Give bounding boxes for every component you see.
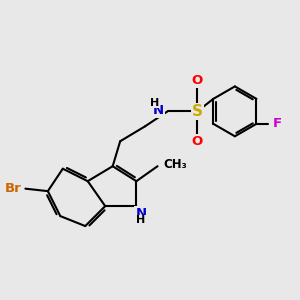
Text: H: H — [150, 98, 159, 108]
Text: F: F — [273, 117, 282, 130]
Text: O: O — [192, 135, 203, 148]
Text: CH₃: CH₃ — [164, 158, 188, 172]
Text: Br: Br — [5, 182, 22, 195]
Text: S: S — [192, 104, 203, 119]
Text: O: O — [192, 74, 203, 87]
Text: N: N — [135, 207, 146, 220]
Text: N: N — [153, 103, 164, 117]
Text: H: H — [136, 215, 146, 225]
